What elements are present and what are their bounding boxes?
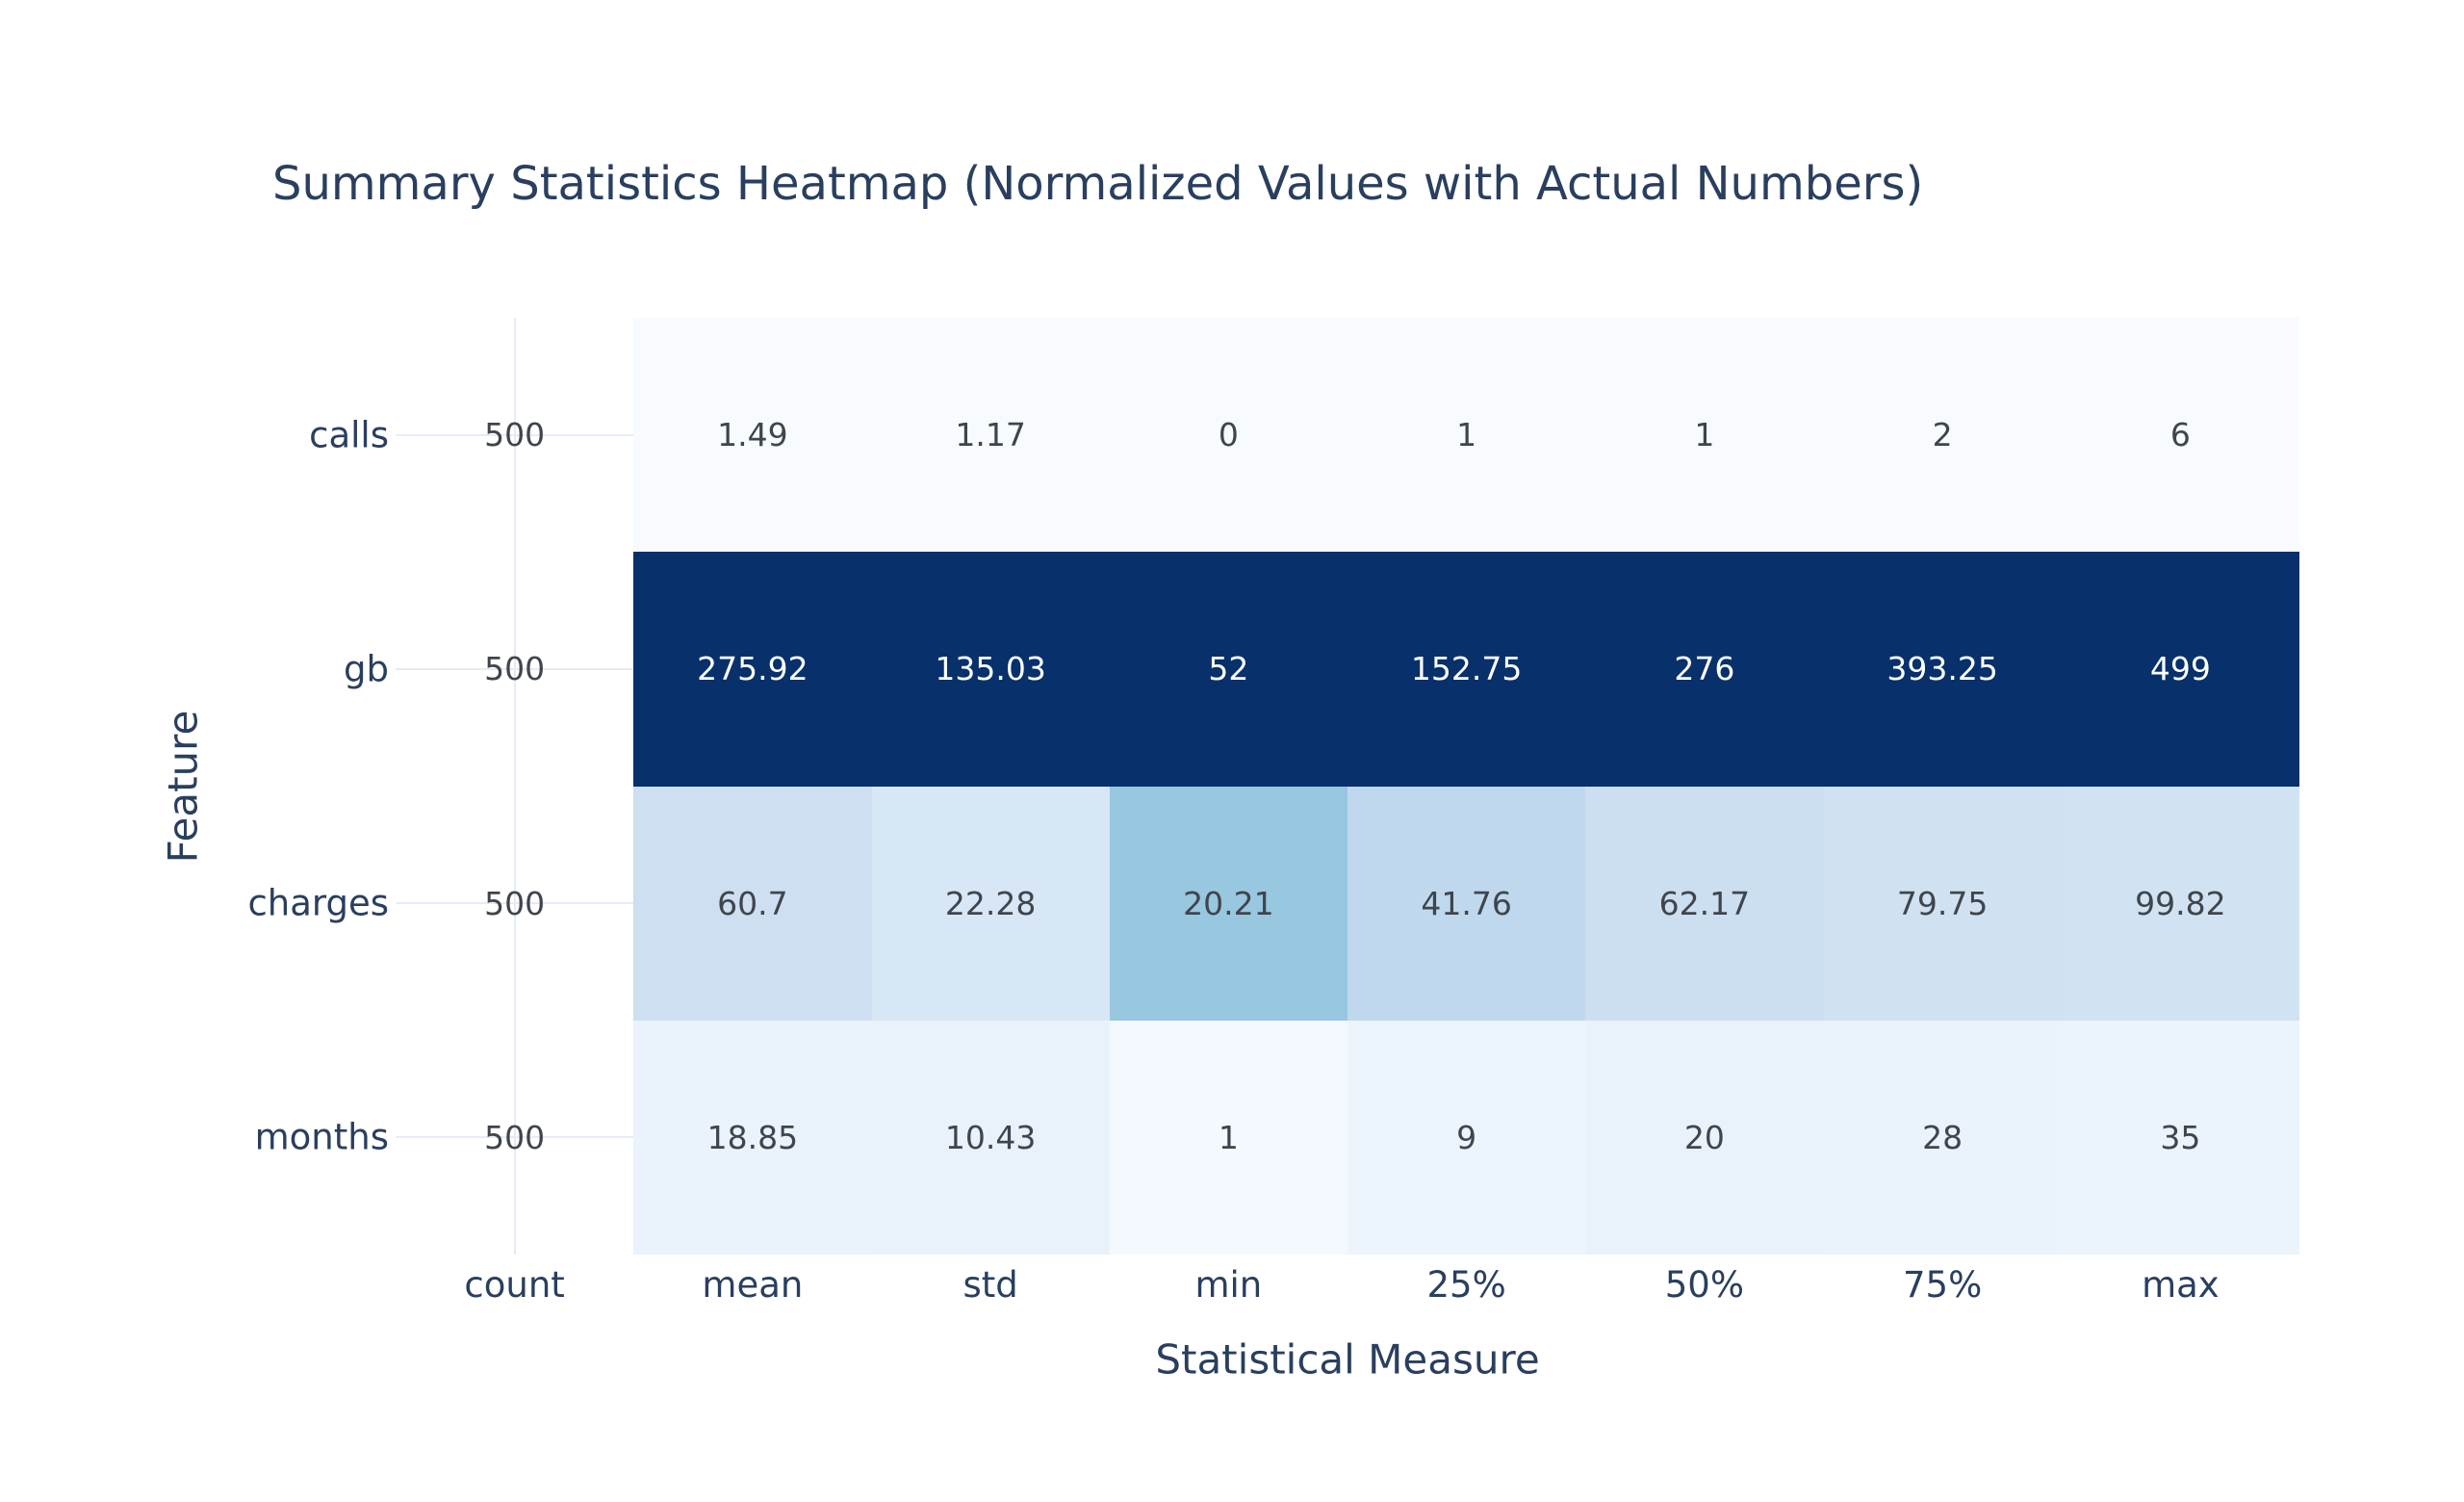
cell-value: 135.03 [935, 650, 1046, 688]
heatmap-cell-gb-50%: 276 [1585, 552, 1824, 787]
cell-value: 10.43 [944, 1118, 1037, 1156]
heatmap-cell-charges-std: 22.28 [871, 786, 1110, 1021]
heatmap-cell-gb-max: 499 [2061, 552, 2299, 787]
cell-value: 499 [2149, 650, 2211, 688]
y-tick-label-gb: gb [344, 648, 389, 690]
cell-value: 393.25 [1886, 650, 1998, 688]
cell-value: 41.76 [1421, 884, 1512, 922]
x-tick-label-50%: 50% [1664, 1264, 1744, 1306]
y-tick-label-months: months [254, 1116, 389, 1158]
heatmap-plot-area: 500 1.49 1.17 0 1 1 2 6 500 275.92 135.03 52 152.75 2… [396, 318, 2299, 1255]
cell-value: 1.49 [717, 416, 788, 454]
y-tick-label-charges: charges [247, 882, 389, 924]
heatmap-cell-charges-min: 20.21 [1109, 786, 1348, 1021]
heatmap-cell-months-count: 500 [396, 1021, 633, 1255]
cell-value: 500 [484, 416, 546, 454]
cell-value: 2 [1932, 416, 1953, 454]
cell-value: 79.75 [1896, 884, 1989, 922]
heatmap-cell-calls-mean: 1.49 [633, 318, 872, 553]
heatmap-cell-calls-25%: 1 [1348, 318, 1586, 553]
y-axis-title: Feature [159, 710, 207, 863]
heatmap-cell-charges-75%: 79.75 [1823, 786, 2062, 1021]
cell-value: 6 [2169, 416, 2191, 454]
cell-value: 500 [484, 650, 546, 688]
cell-value: 20 [1683, 1118, 1725, 1156]
cell-value: 1 [1694, 416, 1715, 454]
x-tick-label-min: min [1194, 1264, 1263, 1306]
cell-value: 1.17 [955, 416, 1026, 454]
heatmap-cell-months-25%: 9 [1348, 1020, 1586, 1255]
heatmap-cell-gb-75%: 393.25 [1823, 552, 2062, 787]
x-tick-label-max: max [2142, 1264, 2220, 1306]
heatmap-cell-gb-count: 500 [396, 552, 633, 786]
cell-value: 18.85 [706, 1118, 799, 1156]
cell-value: 152.75 [1410, 650, 1523, 688]
heatmap-grid: 500 1.49 1.17 0 1 1 2 6 500 275.92 135.03 52 152.75 2… [396, 318, 2299, 1255]
heatmap-cell-months-75%: 28 [1823, 1020, 2062, 1255]
y-tick-label-calls: calls [309, 414, 389, 456]
cell-value: 276 [1674, 650, 1735, 688]
cell-value: 20.21 [1183, 884, 1274, 922]
cell-value: 0 [1218, 416, 1239, 454]
heatmap-cell-gb-min: 52 [1109, 552, 1348, 787]
x-gridline-count [513, 318, 516, 1255]
cell-value: 1 [1218, 1118, 1239, 1156]
heatmap-cell-calls-max: 6 [2061, 318, 2299, 553]
cell-value: 22.28 [944, 884, 1037, 922]
cell-value: 500 [484, 884, 546, 922]
heatmap-cell-calls-count: 500 [396, 318, 633, 552]
heatmap-cell-calls-75%: 2 [1823, 318, 2062, 553]
heatmap-cell-months-max: 35 [2061, 1020, 2299, 1255]
heatmap-cell-calls-50%: 1 [1585, 318, 1824, 553]
cell-value: 99.82 [2135, 884, 2226, 922]
heatmap-cell-gb-std: 135.03 [871, 552, 1110, 787]
cell-value: 1 [1456, 416, 1477, 454]
x-tick-label-count: count [464, 1264, 565, 1306]
x-tick-label-std: std [962, 1264, 1018, 1306]
heatmap-cell-months-50%: 20 [1585, 1020, 1824, 1255]
chart-title: Summary Statistics Heatmap (Normalized V… [272, 157, 1924, 211]
heatmap-cell-charges-50%: 62.17 [1585, 786, 1824, 1021]
heatmap-cell-months-mean: 18.85 [633, 1020, 872, 1255]
cell-value: 500 [484, 1118, 546, 1156]
heatmap-cell-gb-mean: 275.92 [633, 552, 872, 787]
cell-value: 35 [2160, 1118, 2201, 1156]
heatmap-cell-months-min: 1 [1109, 1020, 1348, 1255]
heatmap-cell-gb-25%: 152.75 [1348, 552, 1586, 787]
x-tick-label-25%: 25% [1426, 1264, 1506, 1306]
heatmap-cell-charges-mean: 60.7 [633, 786, 872, 1021]
cell-value: 9 [1456, 1118, 1477, 1156]
heatmap-cell-charges-max: 99.82 [2061, 786, 2299, 1021]
cell-value: 275.92 [697, 650, 808, 688]
x-axis-title: Statistical Measure [1155, 1335, 1540, 1384]
cell-value: 28 [1922, 1118, 1964, 1156]
x-tick-label-mean: mean [702, 1264, 804, 1306]
heatmap-cell-calls-min: 0 [1109, 318, 1348, 553]
heatmap-cell-months-std: 10.43 [871, 1020, 1110, 1255]
heatmap-cell-charges-count: 500 [396, 787, 633, 1021]
cell-value: 60.7 [717, 884, 788, 922]
heatmap-cell-charges-25%: 41.76 [1348, 786, 1586, 1021]
cell-value: 62.17 [1658, 884, 1751, 922]
heatmap-cell-calls-std: 1.17 [871, 318, 1110, 553]
cell-value: 52 [1208, 650, 1249, 688]
x-tick-label-75%: 75% [1903, 1264, 1983, 1306]
